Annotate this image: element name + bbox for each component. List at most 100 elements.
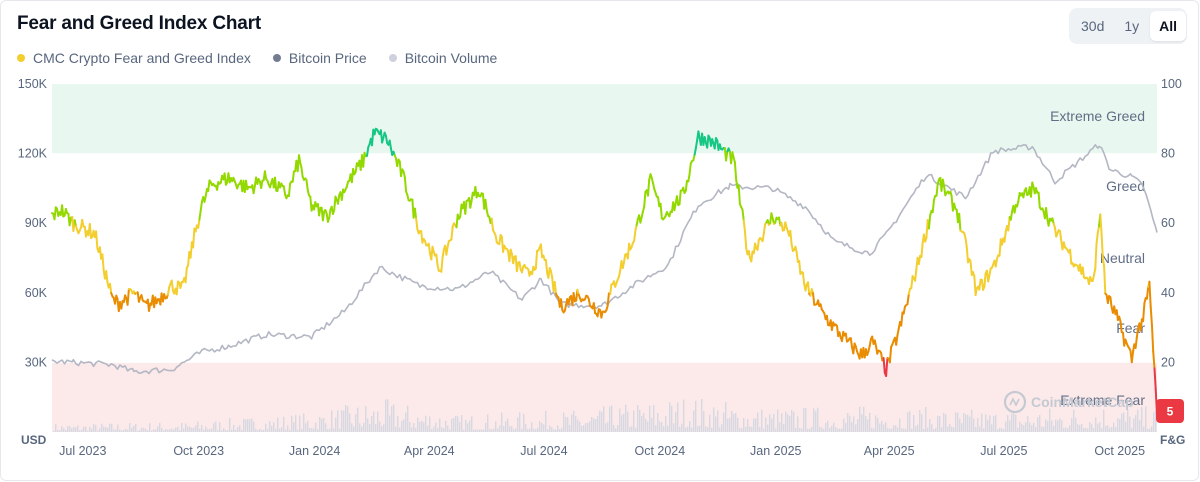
range-30d-button[interactable]: 30d bbox=[1081, 18, 1105, 34]
volume-bar bbox=[561, 427, 563, 432]
volume-bar bbox=[273, 422, 275, 432]
volume-bar bbox=[721, 424, 723, 432]
volume-bar bbox=[403, 419, 405, 432]
volume-bar bbox=[815, 411, 817, 432]
volume-bar bbox=[689, 421, 691, 432]
volume-bar bbox=[213, 423, 215, 432]
volume-bar bbox=[269, 421, 271, 432]
volume-bar bbox=[829, 428, 831, 432]
volume-bar bbox=[633, 410, 635, 432]
legend-dot-icon bbox=[272, 54, 281, 62]
volume-bar bbox=[253, 421, 255, 432]
fear-greed-segment bbox=[931, 198, 935, 214]
volume-bars bbox=[53, 399, 1157, 432]
volume-bar bbox=[415, 427, 417, 432]
volume-bar bbox=[181, 422, 183, 432]
fear-greed-segment bbox=[902, 305, 906, 315]
volume-bar bbox=[79, 430, 81, 432]
fear-greed-segment bbox=[175, 280, 179, 296]
volume-bar bbox=[313, 428, 315, 432]
volume-bar bbox=[947, 426, 949, 432]
volume-bar bbox=[835, 427, 837, 432]
volume-bar bbox=[465, 419, 467, 432]
volume-bar bbox=[929, 419, 931, 432]
volume-bar bbox=[981, 413, 983, 432]
badge-bg bbox=[1156, 399, 1184, 423]
volume-bar bbox=[831, 425, 833, 432]
volume-bar bbox=[623, 413, 625, 432]
volume-bar bbox=[491, 429, 493, 432]
volume-bar bbox=[1075, 417, 1077, 432]
volume-bar bbox=[219, 422, 221, 432]
volume-bar bbox=[327, 429, 329, 432]
fear-greed-segment bbox=[560, 298, 564, 312]
x-tick: Oct 2024 bbox=[634, 444, 685, 458]
volume-bar bbox=[299, 415, 301, 432]
fear-greed-segment bbox=[305, 179, 309, 192]
volume-bar bbox=[703, 411, 705, 432]
volume-bar bbox=[581, 426, 583, 432]
volume-bar bbox=[563, 412, 565, 432]
volume-bar bbox=[135, 423, 137, 432]
volume-bar bbox=[385, 399, 387, 432]
volume-bar bbox=[859, 406, 861, 432]
volume-bar bbox=[1147, 428, 1149, 432]
chart-legend: CMC Crypto Fear and Greed Index Bitcoin … bbox=[17, 50, 497, 66]
volume-bar bbox=[597, 416, 599, 432]
volume-bar bbox=[513, 429, 515, 432]
volume-bar bbox=[133, 425, 135, 432]
fear-greed-segment bbox=[68, 216, 72, 227]
volume-bar bbox=[397, 415, 399, 432]
volume-bar bbox=[809, 428, 811, 432]
volume-bar bbox=[1127, 409, 1129, 432]
fear-greed-segment bbox=[539, 243, 544, 259]
volume-bar bbox=[579, 421, 581, 432]
legend-dot-icon bbox=[388, 54, 397, 62]
legend-fear-greed[interactable]: CMC Crypto Fear and Greed Index bbox=[17, 50, 251, 66]
volume-bar bbox=[1041, 426, 1043, 432]
volume-bar bbox=[511, 425, 513, 432]
volume-bar bbox=[291, 415, 293, 432]
fear-greed-segment bbox=[260, 179, 264, 189]
volume-bar bbox=[431, 429, 433, 432]
volume-bar bbox=[903, 428, 905, 432]
volume-bar bbox=[899, 418, 901, 432]
volume-bar bbox=[1137, 409, 1139, 432]
volume-bar bbox=[203, 429, 205, 432]
volume-bar bbox=[1097, 423, 1099, 432]
volume-bar bbox=[1017, 427, 1019, 432]
fear-greed-segment bbox=[337, 193, 341, 205]
volume-bar bbox=[423, 422, 425, 432]
volume-bar bbox=[955, 412, 957, 432]
volume-bar bbox=[421, 420, 423, 432]
volume-bar bbox=[575, 415, 577, 432]
range-all-button[interactable]: All bbox=[1150, 11, 1187, 41]
volume-bar bbox=[289, 429, 291, 432]
volume-bar bbox=[1013, 413, 1015, 432]
volume-bar bbox=[351, 423, 353, 432]
volume-bar bbox=[115, 429, 117, 432]
fear-greed-segment bbox=[300, 166, 304, 178]
fear-greed-segment bbox=[445, 245, 449, 256]
left-axis-unit: USD bbox=[21, 433, 47, 447]
volume-bar bbox=[785, 411, 787, 432]
volume-bar bbox=[399, 427, 401, 432]
volume-bar bbox=[165, 428, 167, 432]
volume-bar bbox=[839, 428, 841, 432]
legend-bitcoin-price[interactable]: Bitcoin Price bbox=[272, 50, 367, 66]
volume-bar bbox=[1131, 428, 1133, 432]
legend-bitcoin-volume[interactable]: Bitcoin Volume bbox=[388, 50, 497, 66]
range-1y-button[interactable]: 1y bbox=[1124, 18, 1140, 34]
volume-bar bbox=[793, 411, 795, 432]
volume-bar bbox=[143, 428, 145, 432]
volume-bar bbox=[967, 414, 969, 432]
volume-bar bbox=[87, 430, 89, 432]
volume-bar bbox=[373, 411, 375, 432]
volume-bar bbox=[413, 423, 415, 432]
fear-greed-segment bbox=[978, 278, 982, 291]
volume-bar bbox=[57, 430, 59, 432]
volume-bar bbox=[401, 420, 403, 432]
volume-bar bbox=[965, 414, 967, 432]
volume-bar bbox=[201, 425, 203, 432]
